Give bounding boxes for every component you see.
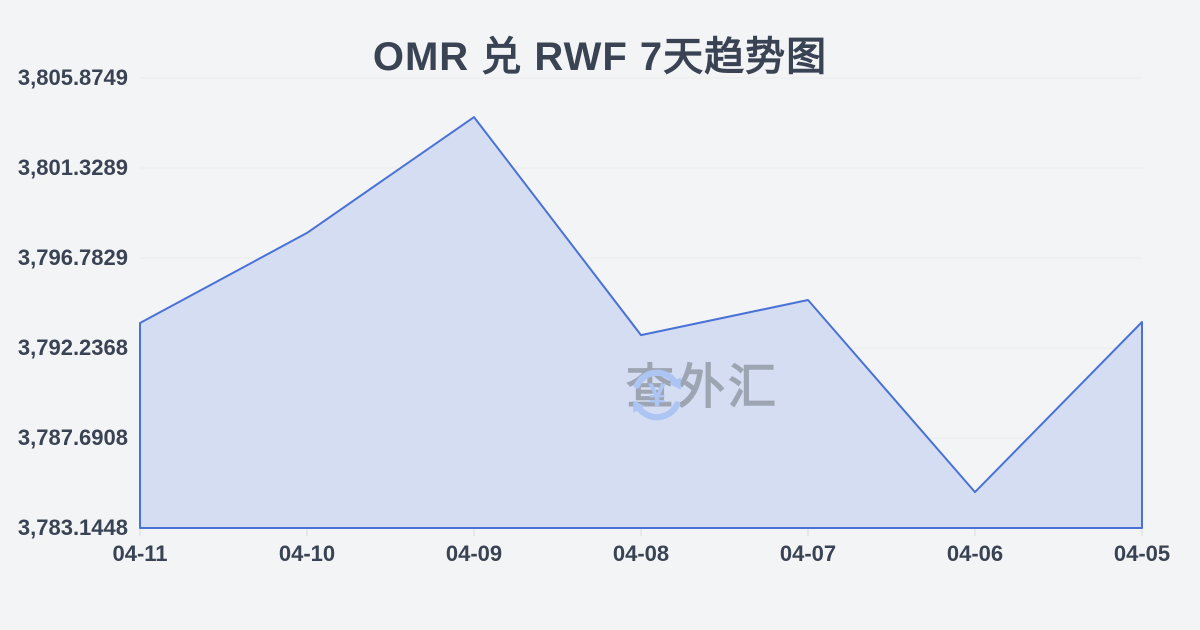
chart-title: OMR 兑 RWF 7天趋势图 [372,35,828,79]
currency-exchange-icon: ¥ [633,369,681,421]
x-axis-label: 04-11 [112,541,168,566]
y-axis-label: 3,796.7829 [17,245,128,270]
x-axis-label: 04-10 [278,541,336,566]
trend-line-layer [139,116,1143,529]
y-axis-label: 3,792.2368 [17,335,128,360]
y-axis-label: 3,801.3289 [17,155,128,180]
y-axis-label: 3,783.1448 [17,515,128,540]
x-axis-label: 04-07 [779,541,837,566]
yen-symbol: ¥ [648,377,666,413]
x-axis-label: 04-06 [946,541,1004,566]
y-axis-label: 3,805.8749 [17,65,128,90]
watermark: ¥ 查外汇 [626,364,779,421]
x-axis-label: 04-09 [445,541,503,566]
chart-plot-area: ¥ 查外汇 [139,77,1143,536]
x-axis-label: 04-08 [612,541,670,566]
y-axis-label: 3,787.6908 [17,425,128,450]
x-axis-label: 04-05 [1113,541,1171,566]
